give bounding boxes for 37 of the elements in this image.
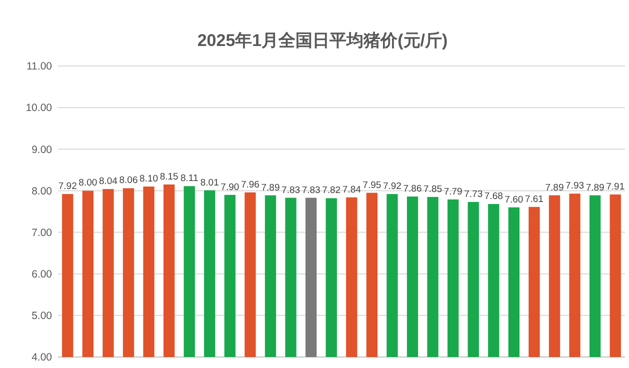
data-label: 7.68	[484, 191, 503, 202]
data-label: 7.89	[586, 182, 604, 194]
y-tick-label: 5.00	[32, 310, 52, 322]
data-label: 7.90	[220, 182, 240, 193]
data-label: 7.79	[444, 186, 462, 198]
data-label: 7.73	[464, 188, 483, 200]
data-label: 8.04	[98, 176, 118, 188]
y-tick-label: 4.00	[32, 352, 52, 364]
data-label: 7.82	[322, 185, 341, 196]
data-label: 7.89	[545, 182, 564, 194]
data-label: 8.06	[119, 175, 138, 186]
y-tick-label: 7.00	[32, 226, 52, 239]
data-label: 7.93	[566, 180, 584, 192]
data-label: 7.60	[504, 194, 524, 206]
chart-title: 2025年1月全国日平均猪价(元/斤)	[197, 31, 448, 50]
data-label: 7.85	[424, 184, 442, 195]
data-label: 8.11	[180, 173, 198, 184]
y-tick-label: 8.00	[32, 185, 52, 198]
data-label: 7.86	[403, 184, 422, 195]
data-label: 7.96	[240, 179, 260, 190]
data-label: 7.83	[302, 184, 320, 196]
data-label: 7.91	[606, 181, 625, 192]
data-label: 7.89	[261, 182, 280, 194]
data-label: 8.10	[140, 174, 158, 185]
data-label: 7.83	[282, 184, 300, 196]
y-tick-label: 9.00	[32, 144, 52, 156]
data-label: 7.61	[524, 194, 544, 205]
data-label: 7.95	[362, 180, 382, 191]
data-label: 7.84	[342, 184, 361, 196]
data-label: 7.92	[382, 181, 402, 192]
y-tick-label: 11.00	[26, 60, 52, 73]
data-label: 8.00	[78, 178, 98, 189]
data-label: 8.01	[200, 177, 219, 188]
y-tick-label: 10.00	[26, 102, 52, 114]
y-tick-label: 6.00	[32, 268, 52, 281]
data-label: 7.92	[58, 181, 77, 192]
data-label: 8.15	[160, 171, 178, 182]
